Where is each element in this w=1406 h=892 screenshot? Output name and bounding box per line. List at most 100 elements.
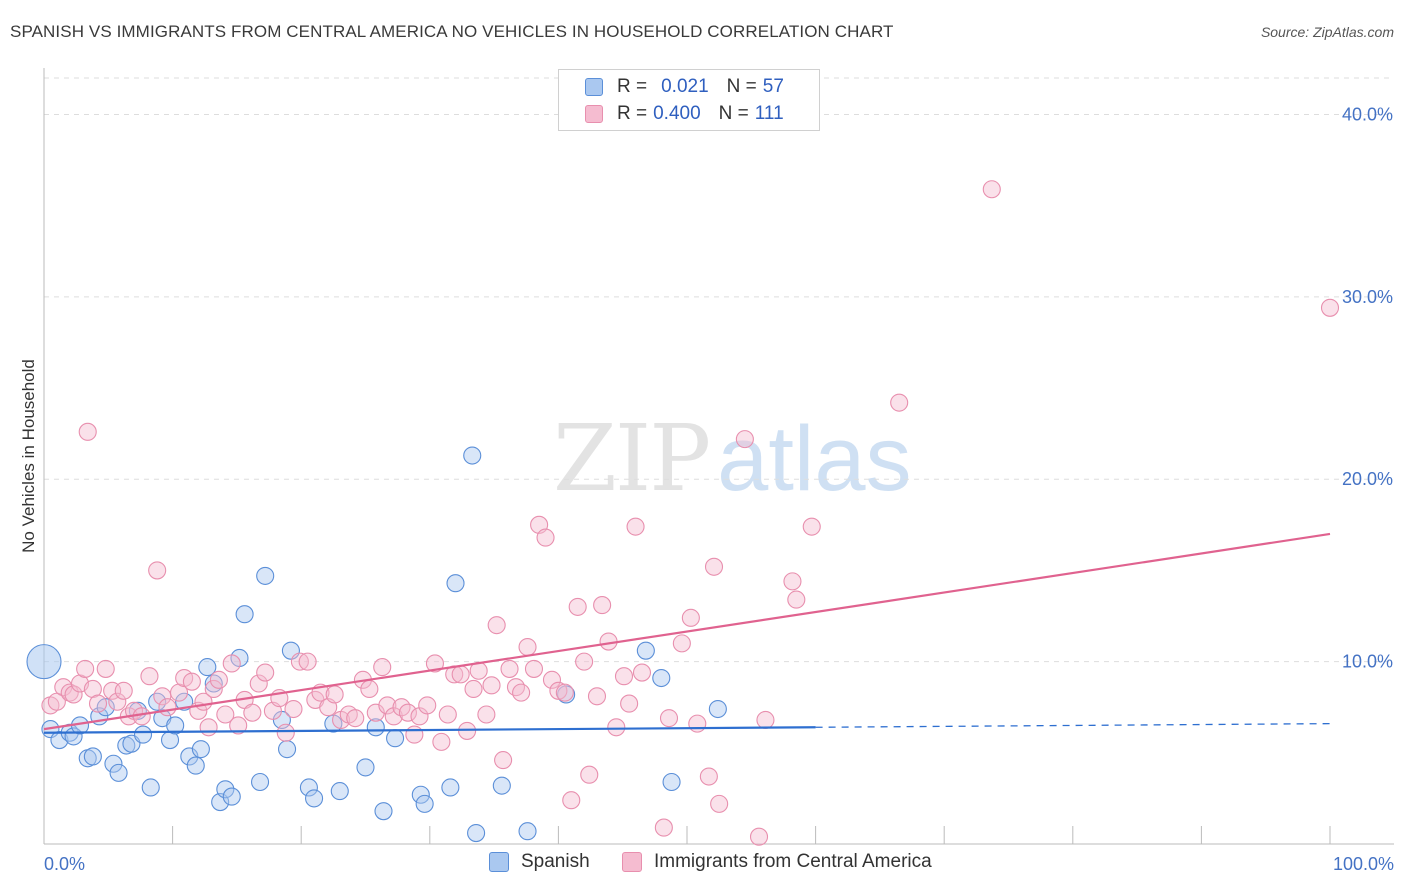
point-immigrants	[199, 718, 218, 737]
point-spanish	[299, 778, 318, 797]
point-spanish	[141, 778, 160, 797]
point-immigrants	[366, 703, 385, 722]
point-spanish	[175, 692, 194, 711]
point-immigrants	[614, 667, 634, 686]
point-immigrants	[487, 616, 506, 635]
x-tick-label: 100.0%	[1333, 854, 1394, 874]
point-immigrants	[580, 765, 599, 784]
point-spanish	[415, 794, 434, 813]
point-spanish	[186, 756, 205, 775]
chart-title: SPANISH VS IMMIGRANTS FROM CENTRAL AMERI…	[10, 22, 894, 41]
point-spanish	[148, 692, 167, 711]
point-immigrants	[562, 791, 581, 810]
point-immigrants	[425, 654, 444, 673]
point-immigrants	[477, 705, 496, 724]
point-spanish	[278, 740, 297, 759]
point-spanish	[463, 446, 482, 465]
point-spanish	[222, 787, 241, 806]
legend-n-value: 57	[762, 76, 784, 97]
legend-item-spanish: Spanish	[489, 851, 590, 873]
point-immigrants	[438, 705, 457, 724]
point-immigrants	[518, 637, 537, 657]
y-tick-label: 30.0%	[1342, 287, 1393, 307]
point-spanish	[467, 824, 486, 843]
point-spanish	[386, 729, 405, 748]
point-spanish	[166, 716, 185, 735]
point-immigrants	[620, 694, 639, 713]
point-immigrants	[710, 794, 729, 813]
point-spanish	[636, 641, 655, 660]
point-immigrants	[249, 674, 268, 693]
point-immigrants	[890, 393, 909, 412]
point-immigrants	[659, 709, 679, 728]
point-immigrants	[360, 679, 379, 699]
tick-labels: 10.0% 20.0% 30.0% 40.0% 0.0% 100.0%	[44, 104, 1394, 874]
legend-label-spanish: Spanish	[521, 851, 590, 872]
data-points	[26, 180, 1340, 846]
point-spanish	[256, 566, 275, 585]
point-immigrants	[451, 665, 470, 684]
legend-swatch-immigrants	[585, 105, 603, 123]
point-immigrants	[78, 422, 97, 441]
point-spanish	[708, 699, 727, 719]
point-immigrants	[108, 692, 127, 711]
legend-n-value: 111	[754, 103, 784, 124]
point-immigrants	[373, 658, 392, 677]
point-immigrants	[325, 685, 344, 704]
point-immigrants	[787, 590, 806, 609]
point-immigrants	[593, 596, 612, 615]
point-immigrants	[500, 659, 519, 678]
point-spanish	[235, 605, 254, 624]
point-spanish	[446, 574, 465, 593]
point-immigrants	[982, 180, 1001, 199]
legend-row-spanish: R = 0.021 N = 57	[585, 75, 784, 99]
point-immigrants	[290, 652, 309, 671]
point-spanish	[83, 747, 102, 766]
point-spanish	[411, 785, 430, 804]
point-immigrants	[802, 517, 821, 536]
point-immigrants	[626, 517, 645, 536]
point-immigrants	[418, 696, 437, 715]
y-tick-label: 20.0%	[1342, 469, 1393, 489]
point-immigrants	[464, 679, 483, 699]
point-immigrants	[346, 709, 365, 728]
point-immigrants	[458, 721, 477, 740]
point-immigrants	[607, 718, 626, 737]
point-spanish	[492, 776, 511, 795]
point-immigrants	[158, 698, 177, 717]
point-immigrants	[216, 705, 235, 724]
point-immigrants	[699, 767, 718, 786]
legend-n-label: N =	[726, 76, 757, 97]
source-label: Source: ZipAtlas.com	[1260, 24, 1394, 40]
point-immigrants	[398, 703, 417, 722]
y-tick-label: 40.0%	[1342, 104, 1393, 124]
point-immigrants	[284, 699, 303, 719]
point-immigrants	[384, 707, 403, 726]
legend-label-immigrants: Immigrants from Central America	[654, 851, 932, 872]
point-immigrants	[536, 528, 555, 547]
point-immigrants	[672, 634, 691, 653]
point-spanish	[330, 782, 349, 801]
point-spanish	[109, 763, 128, 782]
point-immigrants	[114, 681, 133, 700]
trend-line-spanish	[43, 726, 816, 734]
point-spanish	[662, 772, 681, 792]
legend-r-value: 0.021	[661, 76, 709, 97]
point-spanish	[356, 758, 375, 777]
legend-r-value: 0.400	[653, 103, 701, 124]
point-immigrants	[654, 818, 673, 837]
point-immigrants	[229, 716, 248, 735]
point-immigrants	[222, 654, 241, 673]
point-immigrants	[209, 670, 228, 689]
point-immigrants	[140, 667, 159, 686]
point-immigrants	[482, 676, 501, 695]
legend-swatch-spanish	[585, 78, 603, 96]
point-immigrants	[749, 827, 769, 846]
point-spanish	[216, 780, 235, 799]
point-spanish	[180, 747, 199, 766]
point-spanish	[518, 822, 537, 841]
point-immigrants	[182, 672, 201, 691]
point-spanish	[652, 668, 671, 688]
point-spanish	[198, 658, 217, 677]
legend-swatch-spanish	[489, 852, 509, 872]
